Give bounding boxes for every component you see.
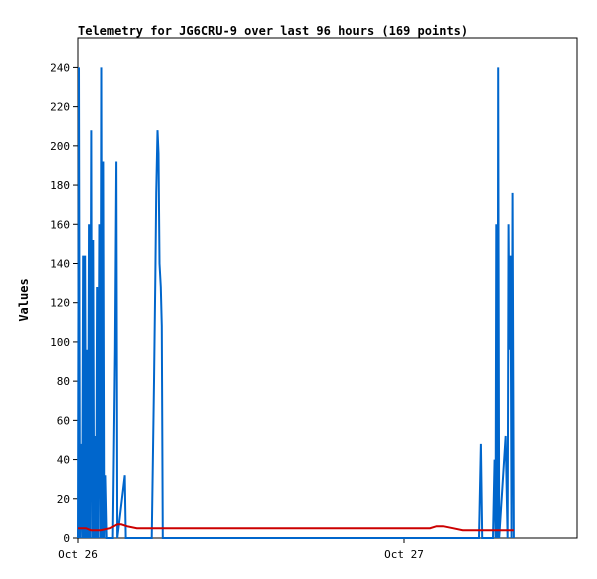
- chart-title: Telemetry for JG6CRU-9 over last 96 hour…: [78, 24, 469, 38]
- axes-layer: 0 20 40 60 80 100 120 140 160 180 200 220 240 Oct 26 O…: [50, 37, 578, 561]
- y-tick-label: 120: [50, 297, 70, 310]
- x-tick-label: Oct 26: [58, 548, 98, 561]
- y-tick-label: 80: [57, 375, 70, 388]
- y-tick-label: 200: [50, 140, 70, 153]
- y-tick-label: 100: [50, 336, 70, 349]
- y-tick-label: 40: [57, 454, 70, 467]
- y-tick-label: 140: [50, 257, 70, 270]
- y-tick-label: 60: [57, 414, 70, 427]
- y-tick-label: 160: [50, 218, 70, 231]
- y-tick-label: 20: [57, 493, 70, 506]
- series-line-1: [77, 67, 515, 539]
- y-tick-label: 180: [50, 179, 70, 192]
- y-tick-label: 0: [63, 532, 70, 545]
- series-layer: [77, 67, 515, 539]
- series-line-2: [78, 523, 514, 532]
- y-tick-label: 240: [50, 61, 70, 74]
- y-tick-label: 220: [50, 101, 70, 114]
- x-tick-label: Oct 27: [384, 548, 424, 561]
